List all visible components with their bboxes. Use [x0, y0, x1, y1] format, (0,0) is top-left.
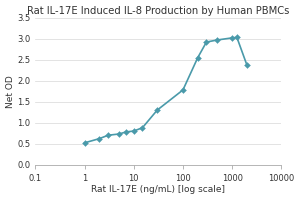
Y-axis label: Net OD: Net OD [6, 75, 15, 108]
X-axis label: Rat IL-17E (ng/mL) [log scale]: Rat IL-17E (ng/mL) [log scale] [92, 185, 225, 194]
Title: Rat IL-17E Induced IL-8 Production by Human PBMCs: Rat IL-17E Induced IL-8 Production by Hu… [27, 6, 290, 16]
